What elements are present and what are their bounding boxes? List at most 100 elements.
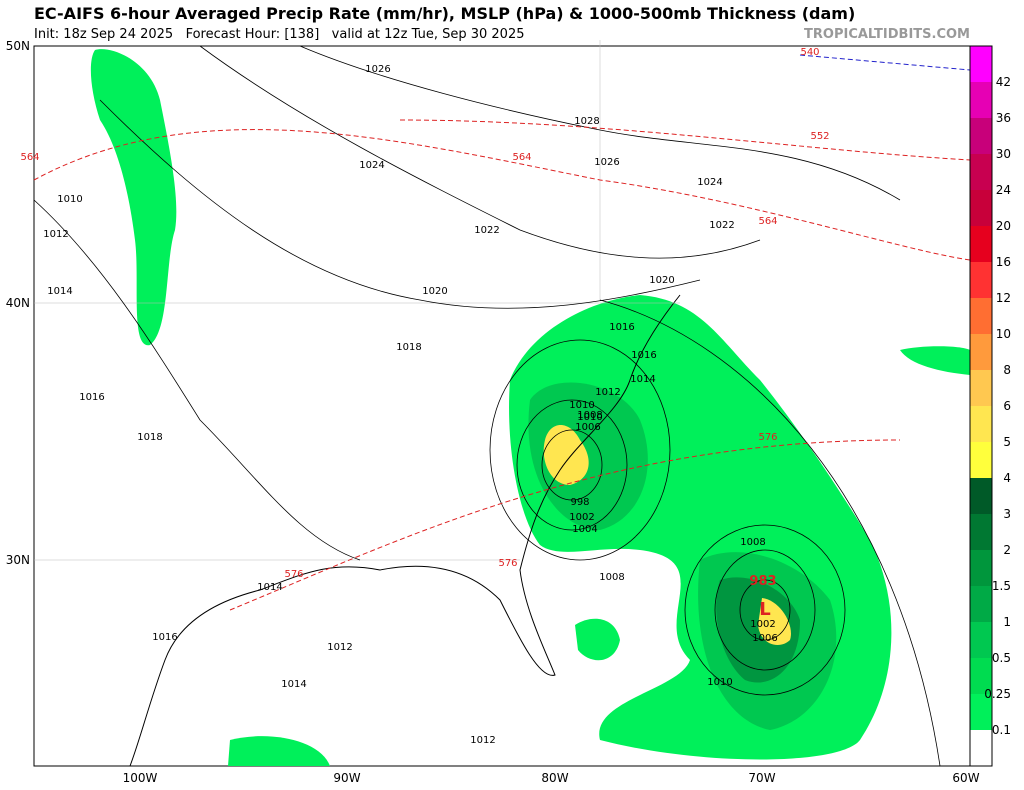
colorbar-label: 1.5 xyxy=(992,579,1011,593)
watermark: TROPICALTIDBITS.COM xyxy=(804,27,970,42)
isobar-label: 1024 xyxy=(359,160,384,171)
isobar-label: 1026 xyxy=(365,64,390,75)
colorbar-frame xyxy=(969,45,993,767)
thickness-label: 576 xyxy=(498,558,517,569)
isobar-label: 1006 xyxy=(575,422,600,433)
lon-label: 80W xyxy=(541,771,568,785)
colorbar-label: 0.25 xyxy=(984,687,1011,701)
isobar-label: 1006 xyxy=(752,633,777,644)
isobar-label: 1010 xyxy=(57,194,82,205)
thickness-label: 552 xyxy=(810,131,829,142)
thickness-label: 564 xyxy=(20,152,39,163)
isobar-label: 1008 xyxy=(577,410,602,421)
isobar-label: 1008 xyxy=(740,537,765,548)
colorbar-band xyxy=(970,478,992,515)
isobar-label: 1010 xyxy=(707,677,732,688)
colorbar-band xyxy=(970,298,992,335)
colorbar-label: 12 xyxy=(996,291,1011,305)
isobar-label: 1022 xyxy=(709,220,734,231)
map: L 983 xyxy=(33,40,971,767)
colorbar-band xyxy=(970,190,992,227)
thickness-label: 576 xyxy=(758,432,777,443)
lon-label: 70W xyxy=(748,771,775,785)
isobar-label: 1020 xyxy=(422,286,447,297)
lat-label: 40N xyxy=(6,296,30,310)
colorbar-label: 1 xyxy=(1003,615,1011,629)
colorbar-label: 42 xyxy=(996,75,1011,89)
colorbar-band xyxy=(970,262,992,299)
colorbar-label: 24 xyxy=(996,183,1011,197)
colorbar-band xyxy=(970,118,992,155)
isobar-label: 1016 xyxy=(609,322,634,333)
colorbar-label: 6 xyxy=(1003,399,1011,413)
colorbar-band xyxy=(970,442,992,479)
lon-label: 60W xyxy=(952,771,979,785)
isobar-label: 1016 xyxy=(631,350,656,361)
isobar-label: 1004 xyxy=(572,524,597,535)
isobar-label: 1002 xyxy=(569,512,594,523)
isobar-label: 1012 xyxy=(595,387,620,398)
isobar-label: 1012 xyxy=(470,735,495,746)
colorbar-label: 0.1 xyxy=(992,723,1011,737)
isobar-label: 1012 xyxy=(43,229,68,240)
isobar-label: 1008 xyxy=(599,572,624,583)
isobar-label: 1010 xyxy=(569,400,594,411)
isobar-label: 1018 xyxy=(396,342,421,353)
colorbar-label: 36 xyxy=(996,111,1011,125)
colorbar-band xyxy=(970,406,992,443)
isobar-label: 1022 xyxy=(474,225,499,236)
isobar-label: 998 xyxy=(570,497,589,508)
colorbar-band xyxy=(970,730,992,767)
isobar-label: 1018 xyxy=(137,432,162,443)
colorbar-label: 10 xyxy=(996,327,1011,341)
title: EC-AIFS 6-hour Averaged Precip Rate (mm/… xyxy=(34,4,855,23)
isobar-label: 1014 xyxy=(47,286,72,297)
colorbar-label: 5 xyxy=(1003,435,1011,449)
colorbar-label: 30 xyxy=(996,147,1011,161)
colorbar-band xyxy=(970,46,992,83)
thickness-label: 540 xyxy=(800,47,819,58)
low-pressure: 983 xyxy=(749,574,776,589)
lon-label: 100W xyxy=(123,771,158,785)
isobar-label: 1014 xyxy=(630,374,655,385)
isobar-label: 1012 xyxy=(327,642,352,653)
isobar-label: 1010 xyxy=(577,412,602,423)
colorbar-band xyxy=(970,694,992,731)
colorbar-band xyxy=(970,334,992,371)
isobar-label: 1020 xyxy=(649,275,674,286)
isobar-label: 1016 xyxy=(79,392,104,403)
thickness-label: 564 xyxy=(758,216,777,227)
isobar-label: 1002 xyxy=(750,619,775,630)
thickness-label: 564 xyxy=(512,152,531,163)
isobar-label: 1016 xyxy=(152,632,177,643)
subtitle: Init: 18z Sep 24 2025 Forecast Hour: [13… xyxy=(34,27,525,42)
colorbar-band xyxy=(970,370,992,407)
colorbar-label: 16 xyxy=(996,255,1011,269)
lat-label: 30N xyxy=(6,553,30,567)
colorbar-label: 0.5 xyxy=(992,651,1011,665)
isobar-label: 1026 xyxy=(594,157,619,168)
colorbar-band xyxy=(970,622,992,659)
colorbar-label: 4 xyxy=(1003,471,1011,485)
colorbar-band xyxy=(970,658,992,695)
colorbar-band xyxy=(970,514,992,551)
isobar-label: 1014 xyxy=(257,582,282,593)
colorbar-label: 3 xyxy=(1003,507,1011,521)
isobar-label: 1028 xyxy=(574,116,599,127)
colorbar-label: 20 xyxy=(996,219,1011,233)
colorbar: 42 36 30 24 20 16 12 10 8 6 5 4 3 2 1.5 1 0.5 0.25 0.1 xyxy=(969,45,1011,767)
colorbar-label: 8 xyxy=(1003,363,1011,377)
isobar-label: 1024 xyxy=(697,177,722,188)
colorbar-band xyxy=(970,154,992,191)
lat-label: 50N xyxy=(6,39,30,53)
colorbar-band xyxy=(970,82,992,119)
colorbar-label: 2 xyxy=(1003,543,1011,557)
colorbar-band xyxy=(970,550,992,587)
colorbar-band xyxy=(970,226,992,263)
thickness-label: 576 xyxy=(284,569,303,580)
isobar-label: 1014 xyxy=(281,679,306,690)
low-symbol: L xyxy=(759,599,770,620)
lon-label: 90W xyxy=(333,771,360,785)
colorbar-band xyxy=(970,586,992,623)
